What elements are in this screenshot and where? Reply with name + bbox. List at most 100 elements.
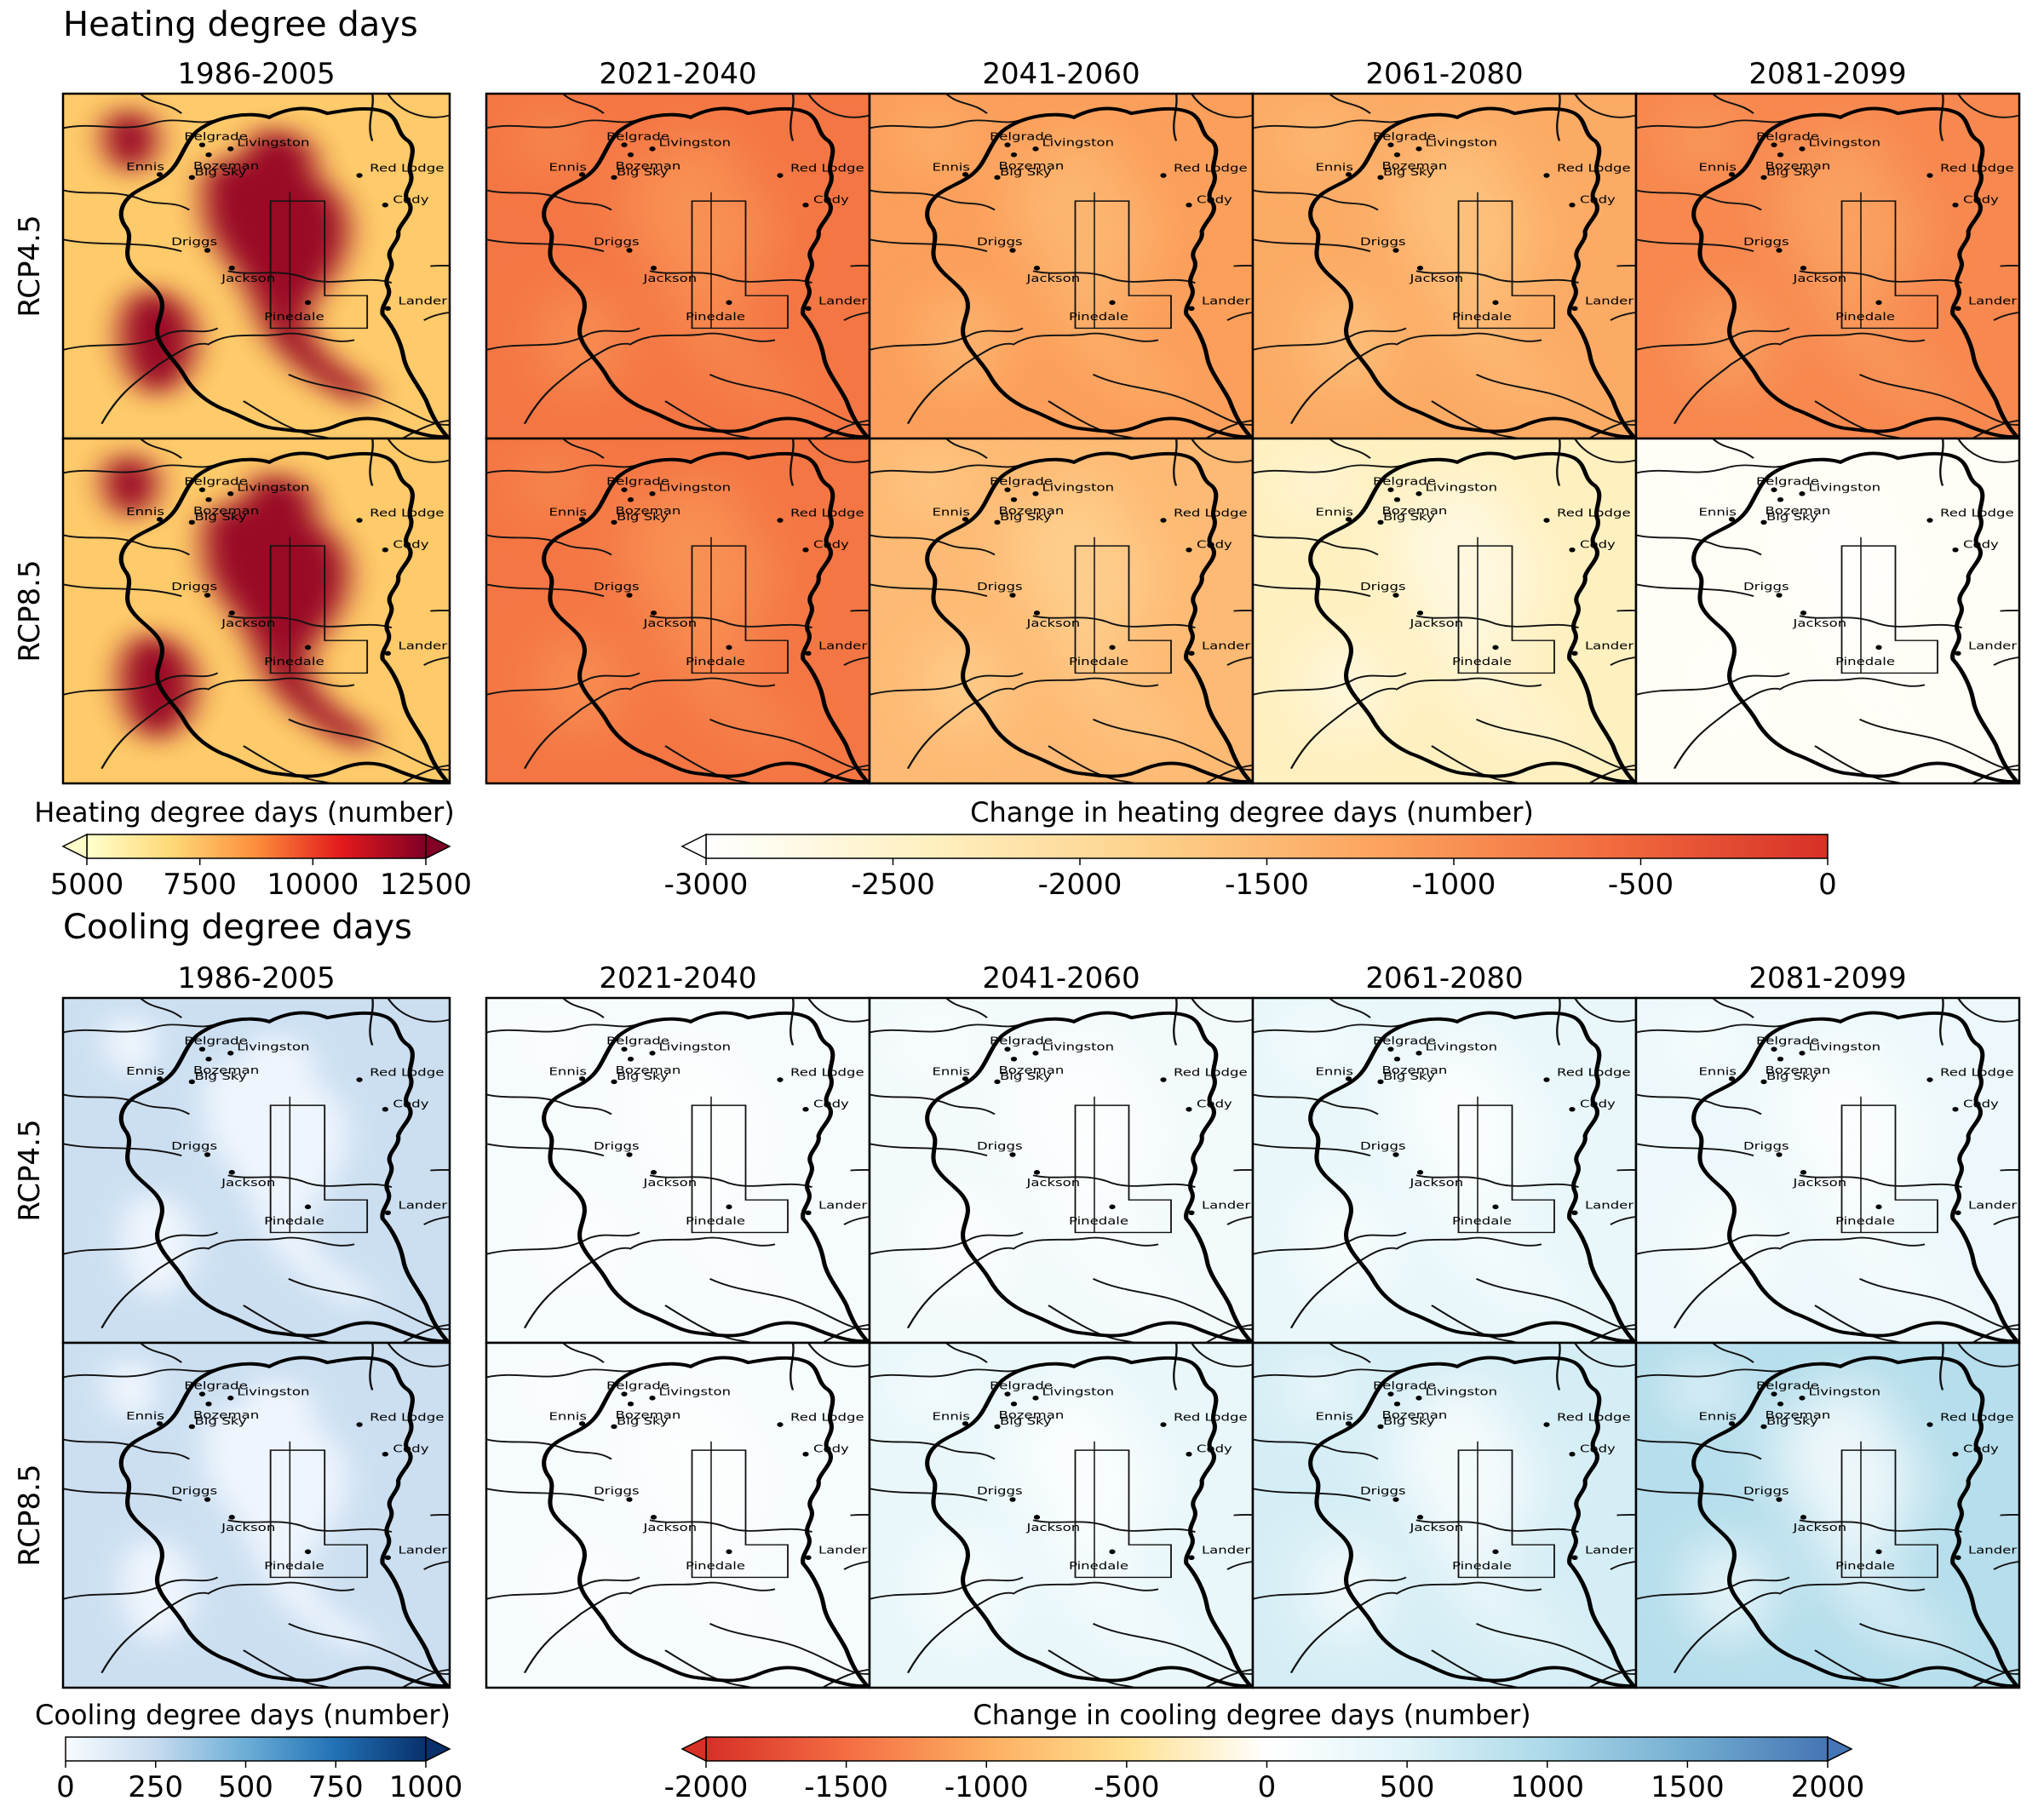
colorbar-tick-label: 1000 (389, 1770, 463, 1804)
cooling-change-RCP8.5-2021-2040: Belgrade Bozeman Livingston Ennis Big Sky Red… (485, 1341, 871, 1689)
city-label: Livingston (659, 481, 732, 494)
cooling-change-RCP8.5-2061-2080: Belgrade Bozeman Livingston Ennis Big Sky Red… (1251, 1341, 1638, 1689)
city-label: Livingston (1426, 481, 1498, 494)
column-title-2021-2040: 2021-2040 (599, 57, 756, 91)
terrain-shading (625, 1408, 795, 1652)
colorbar-tick-label: -1000 (1412, 868, 1496, 902)
city-label: Cody (1963, 1442, 1999, 1455)
city-label: Red Lodge (1940, 507, 2014, 519)
city-label: Cody (1963, 538, 1999, 551)
colorbar-label: Heating degree days (number) (34, 796, 454, 829)
colorbar-gradient (705, 1736, 1829, 1762)
city-label: Big Sky (1000, 511, 1052, 524)
city-label: Lander (1202, 639, 1251, 652)
cooling-change-RCP4.5-2021-2040: Belgrade Bozeman Livingston Ennis Big Sky Red… (485, 996, 871, 1345)
city-label: Big Sky (1383, 1415, 1435, 1428)
city-label: Livingston (1809, 481, 1881, 494)
city-label: Bozeman (193, 505, 259, 518)
city-label: Jackson (1792, 1177, 1846, 1190)
colorbar-tick-label: 0 (56, 1770, 75, 1804)
terrain-shading (1309, 290, 1384, 394)
cooling-baseline-1: Belgrade Bozeman Livingston Ennis Big Sky Red… (61, 1341, 451, 1689)
city-label: Livingston (1809, 136, 1881, 149)
colorbar-tick-label: 12500 (380, 868, 472, 902)
terrain-shading (1392, 1408, 1561, 1652)
colorbar-tick-label: 10000 (267, 868, 359, 902)
terrain-shading (120, 1539, 196, 1643)
city-label: Red Lodge (1557, 1066, 1631, 1079)
city-label: Ennis (126, 506, 164, 519)
city-label: Red Lodge (1557, 162, 1631, 175)
city-label: Jackson (1025, 272, 1080, 285)
city-label: Ennis (933, 1410, 970, 1423)
city-label: Belgrade (1756, 1379, 1819, 1392)
city-label: Ennis (1699, 1410, 1737, 1423)
city-label: Belgrade (184, 130, 248, 143)
terrain-shading (1008, 1063, 1178, 1307)
city-label: Cody (393, 193, 428, 206)
city-label: Big Sky (1383, 166, 1435, 179)
city-label: Cody (813, 193, 849, 206)
terrain-shading (1816, 1379, 1886, 1444)
colorbar-cooling-baseline: Cooling degree days (number) 0 250 500 750 10… (35, 1699, 462, 1804)
city-label: Jackson (642, 1522, 697, 1534)
colorbar-cooling-change: Change in cooling degree days (number) -2… (664, 1699, 1865, 1804)
city-label: Jackson (221, 1522, 275, 1534)
row-label-RCP4.5: RCP4.5 (13, 215, 47, 317)
city-label: Ennis (126, 1410, 164, 1423)
city-label: Big Sky (1000, 1415, 1052, 1428)
colorbar-tick-label: -500 (1608, 868, 1674, 902)
city-label: Pinedale (1452, 656, 1512, 668)
row-label-RCP4.5: RCP4.5 (13, 1119, 47, 1221)
city-label: Lander (398, 1199, 448, 1212)
terrain-shading (1309, 1194, 1384, 1299)
city-label: Bozeman (1382, 160, 1448, 173)
city-label: Pinedale (264, 311, 324, 324)
heating-change-RCP4.5-2021-2040: Belgrade Bozeman Livingston Ennis Big Sky Red… (485, 92, 871, 440)
city-label: Pinedale (1069, 1215, 1128, 1228)
terrain-shading (926, 1539, 1001, 1643)
colorbar-gradient (705, 834, 1829, 859)
city-label: Ennis (549, 1410, 587, 1423)
terrain-shading (1309, 1539, 1384, 1643)
colorbar-label: Cooling degree days (number) (35, 1699, 451, 1731)
colorbar-tick-label: 500 (1380, 1770, 1435, 1804)
city-label: Red Lodge (1174, 507, 1248, 519)
terrain-shading (1049, 1035, 1120, 1099)
city-label: Pinedale (264, 656, 324, 668)
terrain-shading (244, 1379, 316, 1444)
city-label: Big Sky (194, 1070, 247, 1083)
colorbar-extend-max (1827, 1735, 1853, 1763)
city-label: Red Lodge (1174, 1066, 1248, 1079)
terrain-shading (666, 130, 737, 195)
city-label: Livingston (1042, 481, 1115, 494)
cooling-change-RCP8.5-2041-2060: Belgrade Bozeman Livingston Ennis Big Sky Red… (868, 1341, 1255, 1689)
cooling-change-RCP4.5-2041-2060: Belgrade Bozeman Livingston Ennis Big Sky Red… (868, 996, 1255, 1345)
city-label: Red Lodge (1174, 162, 1248, 175)
city-label: Ennis (933, 506, 970, 519)
heating-change-RCP8.5-2041-2060: Belgrade Bozeman Livingston Ennis Big Sky Red… (868, 437, 1255, 785)
terrain-shading (625, 1063, 795, 1307)
city-label: Livingston (659, 136, 732, 149)
city-label: Cody (393, 538, 428, 551)
city-label: Red Lodge (1940, 1066, 2014, 1079)
city-label: Jackson (1409, 272, 1463, 285)
terrain-shading (1008, 503, 1178, 748)
city-label: Livingston (237, 1385, 309, 1398)
city-label: Big Sky (1000, 166, 1052, 179)
city-label: Lander (1968, 1544, 2018, 1557)
city-label: Bozeman (193, 160, 259, 173)
city-label: Lander (1968, 1199, 2018, 1212)
colorbar-tick-label: -2000 (1038, 868, 1122, 902)
terrain-shading (1309, 634, 1384, 739)
city-label: Lander (398, 295, 448, 307)
city-label: Red Lodge (1557, 507, 1631, 519)
cooling-change-RCP4.5-2081-2099: Belgrade Bozeman Livingston Ennis Big Sky Red… (1634, 996, 2021, 1345)
city-label: Ennis (933, 1065, 970, 1078)
city-label: Ennis (549, 1065, 587, 1078)
city-label: Belgrade (990, 130, 1053, 143)
city-label: Driggs (977, 236, 1023, 249)
city-label: Livingston (237, 1041, 309, 1053)
city-label: Driggs (171, 581, 217, 593)
column-title-2021-2040: 2021-2040 (599, 961, 756, 995)
